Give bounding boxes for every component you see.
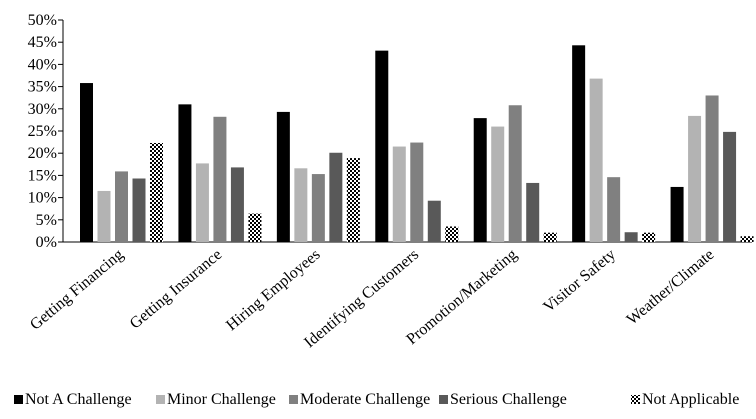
bar <box>473 118 487 242</box>
legend-swatch <box>14 395 23 404</box>
y-tick-label: 50% <box>28 12 57 29</box>
y-tick-label: 25% <box>28 123 57 140</box>
bar <box>508 105 522 242</box>
bar <box>346 158 360 242</box>
category-label: Promotion/Marketing <box>403 246 520 348</box>
bar <box>543 232 557 242</box>
bar <box>670 186 684 242</box>
bar <box>248 213 262 242</box>
y-tick-label: 40% <box>28 56 57 73</box>
bar <box>427 200 441 242</box>
bar <box>150 142 163 242</box>
legend-item: Not A Challenge <box>14 391 132 408</box>
y-tick-label: 0% <box>36 234 57 251</box>
legend-label: Moderate Challenge <box>300 391 430 408</box>
legend-label: Not A Challenge <box>25 391 132 408</box>
bar <box>526 182 540 242</box>
legend-label: Serious Challenge <box>450 391 567 408</box>
category-group <box>572 45 656 242</box>
category-group <box>178 104 262 242</box>
y-tick-label: 15% <box>28 167 57 184</box>
y-tick-label: 5% <box>36 212 57 229</box>
category-label: Hiring Employees <box>223 246 323 334</box>
bar <box>311 174 325 242</box>
bar <box>624 232 638 242</box>
bar <box>589 78 603 242</box>
legend-item: Serious Challenge <box>439 391 567 408</box>
bar <box>329 152 343 242</box>
category-labels: Getting Financing Getting InsuranceHiring… <box>27 246 717 351</box>
bar <box>642 232 656 242</box>
y-tick-label: 20% <box>28 145 57 162</box>
legend-item: Minor Challenge <box>156 391 276 408</box>
bar <box>132 178 146 242</box>
legend-swatch <box>289 395 298 404</box>
bar <box>195 163 209 242</box>
bar <box>445 226 459 242</box>
legend-swatch <box>439 395 448 404</box>
y-tick-label: 45% <box>28 34 57 51</box>
legend-label: Minor Challenge <box>167 391 276 408</box>
bar <box>178 104 192 242</box>
legend-swatch <box>631 395 640 404</box>
bar <box>213 116 227 242</box>
bar <box>392 146 406 242</box>
y-axis: 0% 5% 10% 15% 20% 25% 30% 35% 40% 45% 50% <box>28 12 64 251</box>
category-group <box>80 83 163 242</box>
bar <box>705 95 719 242</box>
bar <box>572 45 586 242</box>
category-label: Getting Insurance <box>127 246 225 332</box>
bar <box>276 111 290 243</box>
bar <box>491 126 505 242</box>
bars <box>80 45 754 243</box>
category-group <box>473 105 557 242</box>
bar <box>375 50 389 242</box>
y-tick-label: 10% <box>28 190 57 207</box>
legend: Not A Challenge Minor Challenge Moderate C… <box>14 391 739 408</box>
legend-label: Not Applicable <box>642 391 739 408</box>
bar <box>230 167 244 242</box>
category-label: Weather/Climate <box>624 246 718 328</box>
bar <box>723 131 737 242</box>
category-label: Getting Financing <box>27 246 127 334</box>
bar <box>410 142 424 242</box>
bar <box>688 115 702 242</box>
bar <box>80 83 93 242</box>
category-group <box>670 95 754 242</box>
bar <box>115 171 128 242</box>
bar <box>607 177 621 242</box>
bar <box>97 190 111 242</box>
category-group <box>276 111 360 243</box>
legend-swatch <box>156 395 165 404</box>
legend-item: Not Applicable <box>631 391 739 408</box>
legend-item: Moderate Challenge <box>289 391 430 408</box>
category-label: Visitor Safety <box>540 246 619 316</box>
bar <box>294 168 308 242</box>
y-tick-label: 35% <box>28 79 57 96</box>
category-group <box>375 50 459 242</box>
y-tick-label: 30% <box>28 101 57 118</box>
bar <box>740 236 754 242</box>
